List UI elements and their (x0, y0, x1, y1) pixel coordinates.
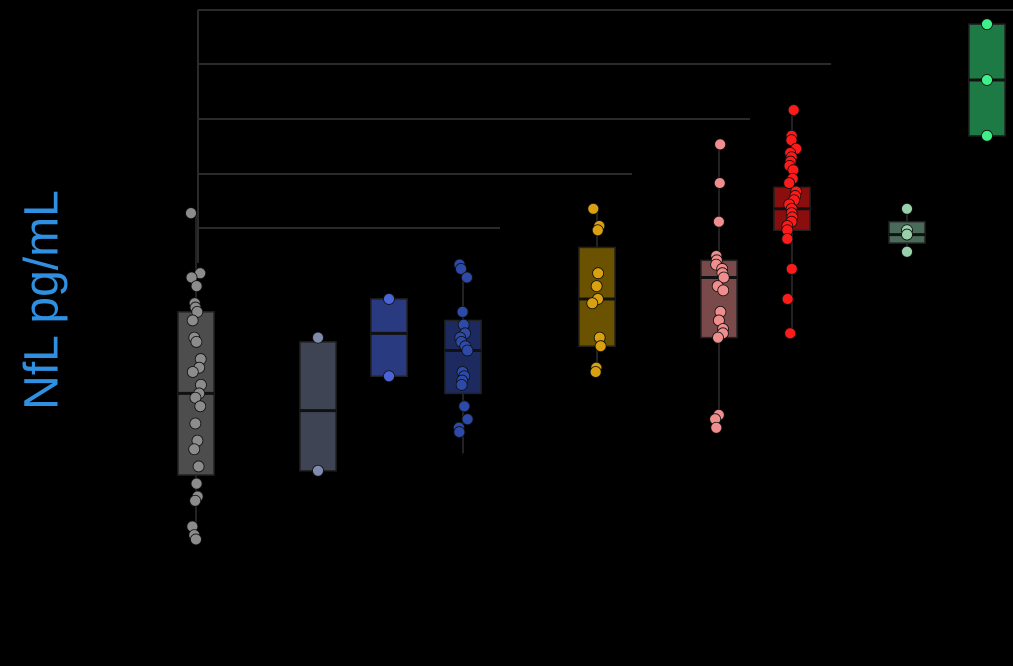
data-point (312, 464, 324, 477)
y-axis-label: NfL pg/mL (16, 190, 69, 410)
data-point (194, 400, 207, 413)
box-group (177, 207, 215, 546)
box-group (370, 293, 408, 383)
data-point (981, 129, 993, 142)
data-point (587, 202, 600, 215)
data-point (712, 331, 724, 344)
data-point (981, 74, 993, 86)
data-point (190, 336, 203, 348)
box-group (968, 18, 1006, 142)
data-point (591, 224, 604, 237)
data-point (594, 340, 607, 353)
data-point (901, 245, 913, 258)
data-point (787, 104, 800, 116)
box-group (444, 258, 482, 454)
data-point (592, 267, 605, 280)
data-point (784, 327, 797, 340)
box-groups (177, 18, 1006, 546)
data-point (461, 344, 474, 357)
data-point (383, 370, 395, 383)
data-point (901, 228, 913, 241)
data-point (461, 271, 473, 284)
data-point (589, 366, 602, 378)
box-group (888, 202, 926, 258)
box-group (578, 202, 616, 378)
data-point (590, 280, 603, 292)
data-point (713, 177, 726, 189)
data-point (192, 460, 205, 473)
box-group (773, 104, 811, 340)
data-point (312, 331, 324, 344)
data-point (455, 378, 468, 391)
data-point (781, 293, 794, 305)
iqr-box (370, 298, 408, 378)
data-point (461, 413, 474, 426)
data-point (458, 400, 471, 413)
data-point (189, 494, 202, 507)
data-point (785, 263, 798, 275)
data-point (783, 177, 796, 189)
data-point (185, 207, 197, 220)
data-point (453, 426, 466, 438)
data-point (383, 293, 395, 305)
box-group (299, 331, 337, 477)
data-point (901, 202, 913, 215)
data-point (781, 232, 794, 245)
data-point (717, 284, 730, 297)
data-point (714, 138, 727, 151)
iqr-box (299, 341, 337, 472)
data-point (190, 280, 203, 292)
data-point (455, 263, 467, 275)
box-group (700, 138, 738, 434)
data-point (189, 417, 202, 430)
data-point (710, 421, 723, 434)
data-point (717, 271, 730, 284)
data-point (186, 314, 199, 327)
data-point (190, 477, 203, 490)
data-point (190, 533, 202, 546)
significance-brackets (197, 9, 1013, 263)
data-point (186, 366, 199, 378)
data-point (586, 297, 599, 310)
data-point (712, 215, 725, 228)
data-point (456, 305, 469, 318)
data-point (981, 18, 993, 31)
data-point (188, 443, 201, 456)
